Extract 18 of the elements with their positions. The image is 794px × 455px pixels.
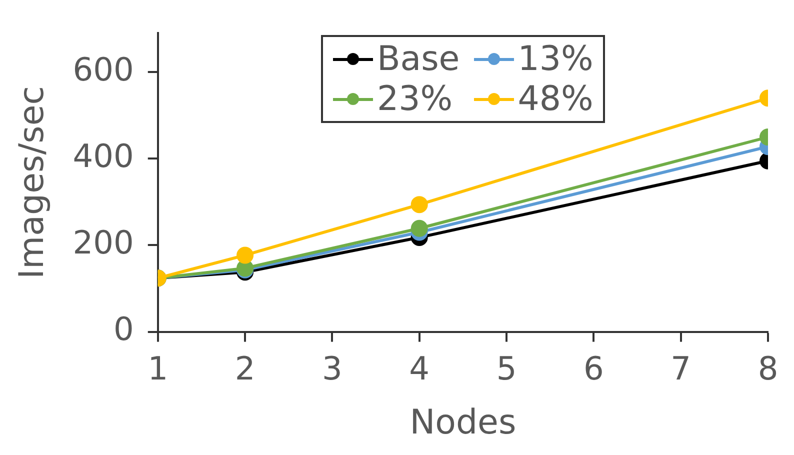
x-tick-label: 3 [322,349,342,388]
y-tick-label: 400 [72,137,134,176]
x-tick-label: 2 [234,349,256,388]
legend-label: 13% [518,39,594,80]
x-tick-label: 8 [758,349,778,388]
x-axis-title: Nodes [410,402,516,442]
x-tick-label: 4 [409,349,430,388]
y-tick-label: 600 [72,50,134,88]
y-axis-title: Images/sec [12,86,52,279]
y-tick-label: 200 [72,224,134,262]
x-tick-label: 5 [496,349,517,388]
legend-label: Base [376,39,460,80]
x-tick-label: 1 [148,349,168,388]
x-tick-label: 6 [584,349,604,388]
legend-label: 48% [518,79,594,120]
y-tick-label: 0 [114,310,134,348]
legend-label: 23% [376,79,453,120]
x-tick-label: 7 [670,349,692,388]
